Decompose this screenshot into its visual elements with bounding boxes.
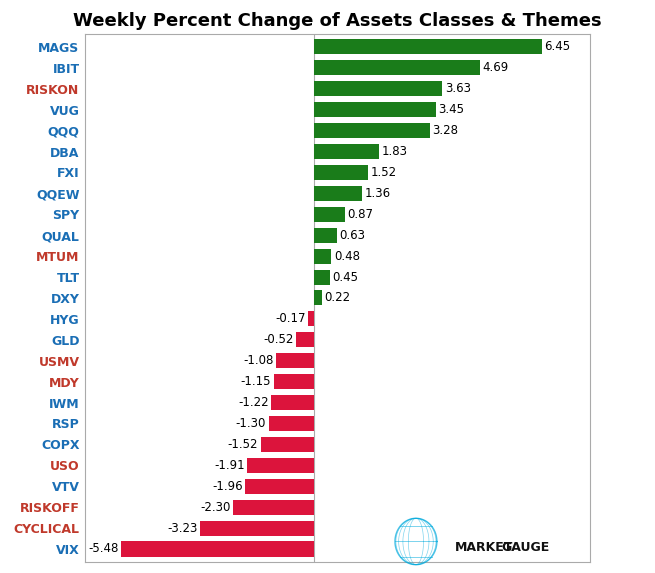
- Bar: [233, 500, 314, 515]
- Bar: [314, 207, 345, 222]
- Bar: [314, 186, 362, 201]
- Bar: [245, 478, 314, 494]
- Text: PRO: PRO: [545, 543, 570, 553]
- Text: 1.36: 1.36: [365, 187, 391, 200]
- Text: 0.48: 0.48: [334, 250, 360, 262]
- Text: -1.96: -1.96: [212, 480, 243, 493]
- Bar: [314, 123, 430, 138]
- Bar: [271, 395, 314, 410]
- Text: -3.23: -3.23: [168, 521, 198, 535]
- Bar: [200, 520, 314, 536]
- Text: -2.30: -2.30: [200, 501, 231, 513]
- Text: 3.28: 3.28: [432, 124, 458, 137]
- Bar: [274, 374, 314, 389]
- Text: -1.22: -1.22: [238, 396, 269, 409]
- Text: 1.52: 1.52: [371, 166, 397, 179]
- Text: -5.48: -5.48: [88, 543, 119, 555]
- Bar: [314, 81, 442, 96]
- Bar: [296, 332, 314, 347]
- Text: 0.87: 0.87: [348, 208, 373, 221]
- Text: 4.69: 4.69: [482, 61, 508, 74]
- Bar: [247, 458, 314, 473]
- Bar: [314, 144, 379, 159]
- Text: -1.15: -1.15: [241, 375, 271, 388]
- Text: 1.83: 1.83: [381, 145, 407, 158]
- Bar: [261, 437, 314, 452]
- Text: 0.63: 0.63: [339, 229, 365, 242]
- Title: Weekly Percent Change of Assets Classes & Themes: Weekly Percent Change of Assets Classes …: [73, 12, 602, 30]
- Bar: [276, 353, 314, 368]
- Bar: [121, 541, 314, 556]
- Bar: [309, 311, 314, 327]
- Bar: [314, 60, 480, 76]
- Text: -1.52: -1.52: [228, 438, 258, 451]
- Text: GAUGE: GAUGE: [501, 541, 550, 554]
- Bar: [314, 227, 337, 243]
- Bar: [314, 249, 331, 264]
- Text: 0.22: 0.22: [325, 292, 351, 304]
- Text: -1.08: -1.08: [244, 354, 274, 367]
- Bar: [314, 269, 330, 285]
- Text: -1.91: -1.91: [214, 459, 244, 472]
- Bar: [314, 291, 322, 305]
- Text: -1.30: -1.30: [236, 417, 266, 430]
- Bar: [314, 165, 368, 180]
- Bar: [314, 102, 436, 117]
- Text: MARKET: MARKET: [455, 541, 514, 554]
- Text: 0.45: 0.45: [333, 270, 359, 284]
- Text: -0.52: -0.52: [263, 333, 293, 346]
- Text: 3.63: 3.63: [445, 83, 471, 95]
- Bar: [314, 40, 542, 54]
- Text: 6.45: 6.45: [544, 41, 571, 53]
- Bar: [269, 416, 314, 431]
- Text: 3.45: 3.45: [439, 103, 464, 116]
- Text: -0.17: -0.17: [276, 312, 306, 325]
